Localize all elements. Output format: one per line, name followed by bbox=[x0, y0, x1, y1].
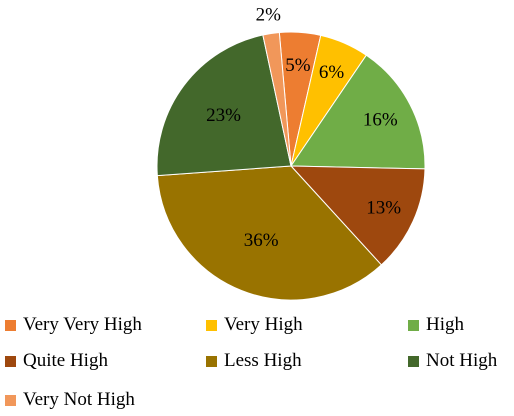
legend-item-quite-high: Quite High bbox=[5, 350, 108, 372]
legend-swatch bbox=[408, 319, 419, 331]
legend-label: Very Very High bbox=[23, 314, 142, 335]
legend-label: Very Not High bbox=[23, 389, 135, 410]
legend-swatch bbox=[5, 394, 16, 406]
pie-data-label-not-high: 23% bbox=[206, 105, 241, 126]
legend-label: High bbox=[426, 314, 464, 335]
legend-swatch bbox=[206, 319, 217, 331]
pie-data-label-very-high: 6% bbox=[319, 62, 345, 83]
pie-slices bbox=[156, 31, 426, 301]
legend-swatch bbox=[5, 319, 16, 331]
legend-label: Not High bbox=[426, 350, 498, 371]
legend-item-very-not-high: Very Not High bbox=[5, 389, 135, 411]
pie-data-label-quite-high: 13% bbox=[366, 198, 401, 219]
legend-swatch bbox=[408, 355, 419, 367]
pie-slice-high bbox=[290, 54, 426, 170]
legend-label: Very High bbox=[224, 314, 303, 335]
pie-data-label-less-high: 36% bbox=[244, 230, 279, 251]
pie-data-label-very-very-high: 5% bbox=[285, 55, 311, 76]
legend-item-not-high: Not High bbox=[408, 350, 497, 372]
legend-item-very-high: Very High bbox=[206, 314, 303, 336]
legend-item-less-high: Less High bbox=[206, 350, 302, 372]
legend-label: Less High bbox=[224, 350, 302, 371]
pie-slice-very-not-high bbox=[262, 31, 292, 167]
legend-item-high: High bbox=[408, 314, 464, 336]
pie-data-label-high: 16% bbox=[363, 109, 398, 130]
legend-swatch bbox=[5, 355, 16, 367]
pie-data-label-very-not-high: 2% bbox=[256, 4, 282, 25]
pie-slice-quite-high bbox=[289, 165, 426, 266]
pie-data-labels: 5% 6% 16% 13% 36% 23% 2% bbox=[206, 4, 401, 251]
legend-label: Quite High bbox=[23, 350, 108, 371]
legend-item-very-very-high: Very Very High bbox=[5, 314, 142, 336]
pie-slice-less-high bbox=[156, 165, 383, 301]
pie-slice-not-high bbox=[156, 34, 292, 177]
legend-swatch bbox=[206, 355, 217, 367]
